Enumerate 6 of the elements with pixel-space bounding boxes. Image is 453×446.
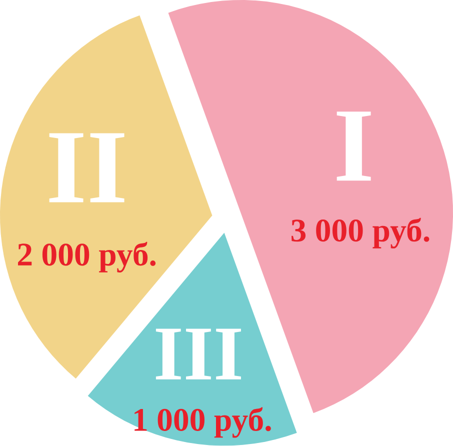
data-label: 2 000 руб. (18, 242, 156, 273)
data-label: 1 000 руб. (134, 407, 271, 438)
slice-label: I (336, 112, 371, 181)
data-label: 3 000 руб. (292, 218, 430, 249)
slice-label: II (49, 133, 124, 202)
slice-label: III (156, 328, 241, 380)
